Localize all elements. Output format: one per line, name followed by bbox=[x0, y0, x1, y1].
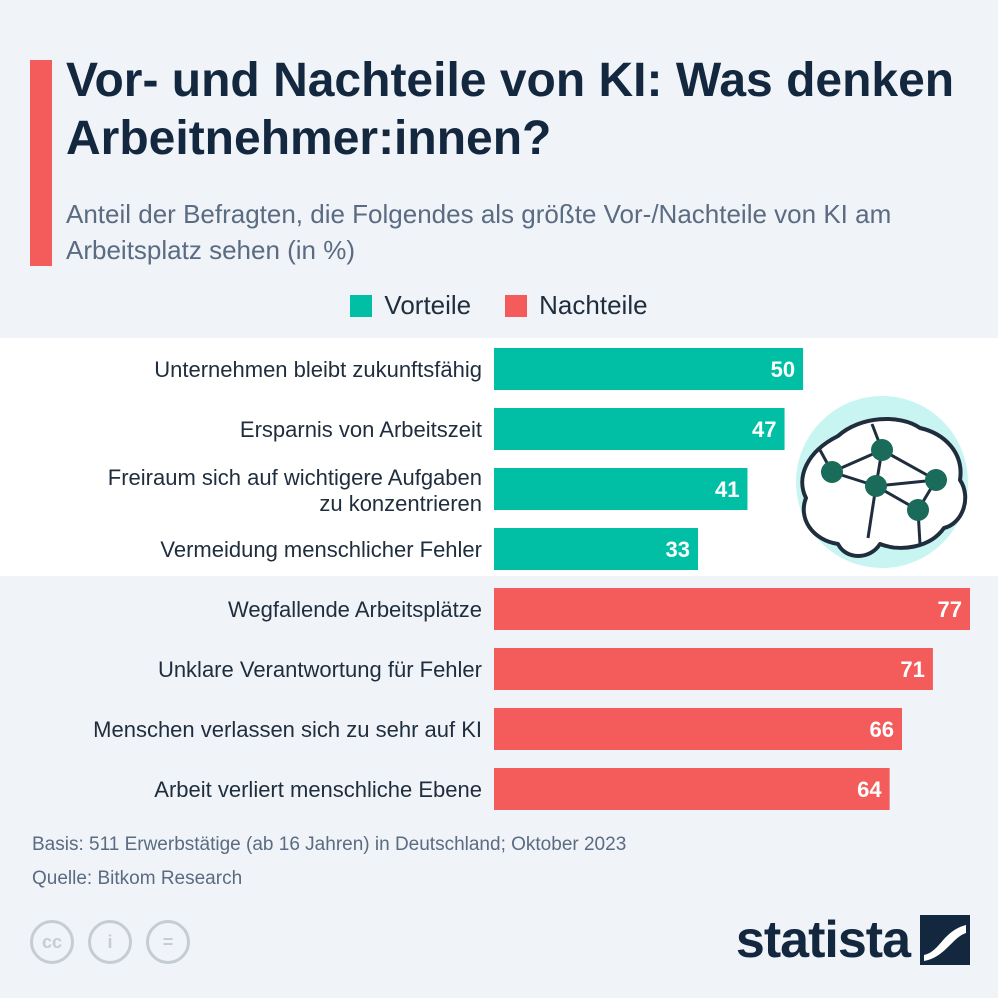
no-derivatives-icon[interactable]: = bbox=[146, 920, 190, 964]
category-label: Menschen verlassen sich zu sehr auf KI bbox=[93, 717, 482, 742]
page-title: Vor- und Nachteile von KI: Was denken Ar… bbox=[66, 54, 955, 165]
brain-network-icon bbox=[796, 396, 968, 568]
legend-item-nachteile: Nachteile bbox=[505, 290, 648, 321]
bar-value-label: 64 bbox=[857, 777, 882, 802]
bar-value-label: 50 bbox=[771, 357, 795, 382]
license-icons: cc i = bbox=[30, 920, 190, 964]
bar-value-label: 66 bbox=[870, 717, 894, 742]
attribution-icon[interactable]: i bbox=[88, 920, 132, 964]
bar-value-label: 71 bbox=[900, 657, 924, 682]
footer-source: Quelle: Bitkom Research bbox=[32, 868, 243, 889]
legend-label-nachteile: Nachteile bbox=[539, 290, 648, 320]
page-subtitle: Anteil der Befragten, die Folgendes als … bbox=[66, 199, 892, 265]
bar-chart: 50 Unternehmen bleibt zukunftsfähig 47 Ersp… bbox=[93, 348, 970, 810]
category-label: Ersparnis von Arbeitszeit bbox=[240, 417, 482, 442]
category-label: Unklare Verantwortung für Fehler bbox=[158, 657, 482, 682]
brand-wordmark: statista bbox=[735, 911, 911, 969]
category-label: Freiraum sich auf wichtigere Aufgaben zu … bbox=[108, 465, 482, 516]
category-label: Wegfallende Arbeitsplätze bbox=[228, 597, 482, 622]
legend-label-vorteile: Vorteile bbox=[384, 290, 472, 320]
bar bbox=[494, 468, 748, 510]
bar bbox=[494, 588, 970, 630]
legend-swatch-nachteile bbox=[505, 294, 528, 317]
bar-value-label: 77 bbox=[938, 597, 962, 622]
bar bbox=[494, 768, 890, 810]
statista-logo[interactable]: statista bbox=[736, 914, 970, 966]
statista-logo-icon bbox=[920, 915, 970, 965]
bar-value-label: 41 bbox=[715, 477, 739, 502]
bar bbox=[494, 648, 933, 690]
bar bbox=[494, 348, 804, 390]
category-label: Arbeit verliert menschliche Ebene bbox=[154, 777, 482, 802]
bar bbox=[494, 528, 698, 570]
bar-value-label: 33 bbox=[666, 537, 690, 562]
footer-basis: Basis: 511 Erwerbstätige (ab 16 Jahren) … bbox=[32, 834, 627, 855]
legend-swatch-vorteile bbox=[350, 294, 373, 317]
bar-value-label: 47 bbox=[752, 417, 776, 442]
title-accent-bar bbox=[30, 60, 52, 266]
legend-item-vorteile: Vorteile bbox=[350, 290, 471, 321]
cc-icon[interactable]: cc bbox=[30, 920, 74, 964]
bar bbox=[494, 708, 902, 750]
category-label: Unternehmen bleibt zukunftsfähig bbox=[154, 357, 482, 382]
bar bbox=[494, 408, 785, 450]
chart-legend: Vorteile Nachteile bbox=[0, 290, 998, 321]
category-label: Vermeidung menschlicher Fehler bbox=[160, 537, 482, 562]
